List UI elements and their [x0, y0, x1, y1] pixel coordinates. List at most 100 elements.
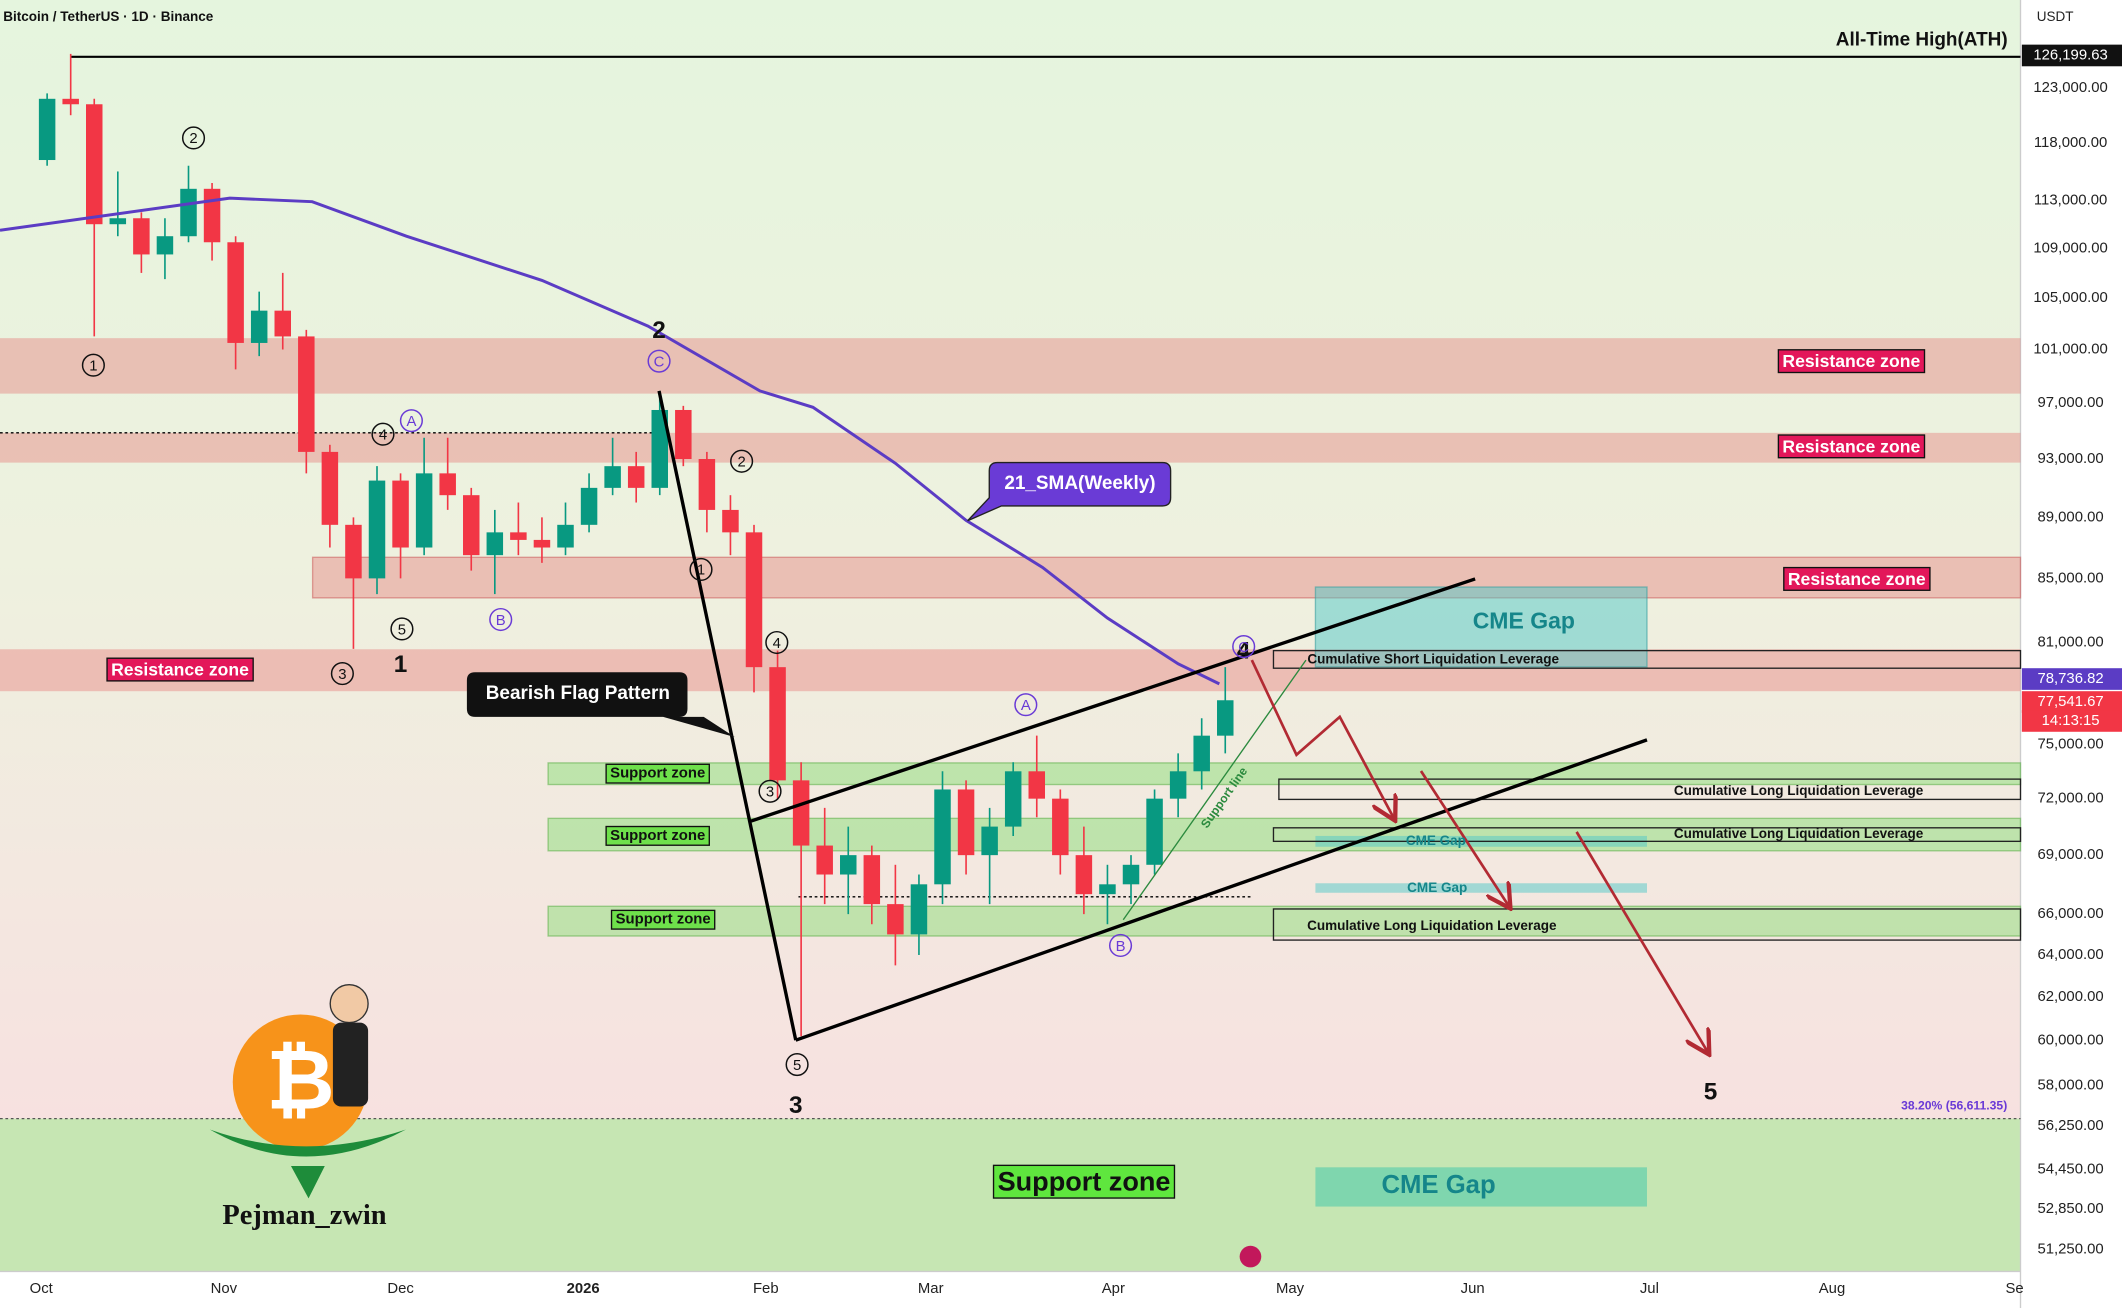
candle-body	[486, 532, 504, 556]
y-tick-label: 93,000.00	[2037, 451, 2103, 467]
wave-circle	[399, 409, 423, 433]
countdown-box	[2021, 710, 2122, 732]
candle-body	[1122, 864, 1140, 885]
candle-body	[463, 495, 480, 556]
candles	[0, 53, 1234, 1037]
liquidation-box	[1272, 908, 2022, 941]
x-tick-label: Apr	[1102, 1281, 1125, 1297]
support-label-box	[610, 909, 716, 930]
ath-price: 126,199.63	[2033, 47, 2107, 63]
liq-label: Cumulative Long Liquidation Leverage	[1674, 783, 1924, 798]
wave-circle-label: 1	[89, 359, 97, 375]
x-tick-label: Mar	[918, 1281, 944, 1297]
wave-circle-label: 5	[398, 622, 406, 638]
cme-gap-box	[1315, 883, 1647, 893]
projection-arrow	[1575, 831, 1708, 1052]
candle-body	[1217, 700, 1234, 736]
plot-bg	[0, 0, 2021, 1119]
candle-body	[38, 98, 56, 161]
x-tick-label: Jul	[1640, 1281, 1659, 1297]
liquidation-box	[1278, 778, 2022, 801]
wave-circle	[765, 630, 789, 655]
candle-body	[722, 509, 739, 533]
cme-label: CME Gap	[1407, 880, 1467, 895]
y-tick-label: 109,000.00	[2033, 240, 2107, 256]
candle-body	[816, 845, 833, 875]
resistance-label: Resistance zone	[111, 660, 249, 680]
resistance-label: Resistance zone	[1782, 351, 1920, 371]
resistance-label: Resistance zone	[1788, 569, 1926, 589]
wave-circle-label: C	[1238, 640, 1249, 656]
support-label: Support zone	[610, 828, 705, 844]
candle-body	[1169, 771, 1187, 799]
candle-body	[109, 218, 127, 225]
resistance-label: Resistance zone	[1782, 436, 1920, 456]
cme-label: CME Gap	[1473, 607, 1575, 633]
candle-body	[792, 780, 810, 846]
wave-circle	[689, 557, 713, 582]
support-label-box	[605, 825, 710, 846]
liq-label: Cumulative Long Liquidation Leverage	[1674, 826, 1924, 841]
cme-label: CME Gap	[1381, 1171, 1495, 1199]
time-axis-bg	[0, 1271, 2122, 1308]
channel-line	[750, 577, 1476, 823]
wave-label: 4	[1237, 637, 1251, 664]
x-tick-label: Nov	[211, 1281, 238, 1297]
wave-circle-label: B	[1116, 939, 1126, 955]
price-axis-bg	[2020, 0, 2122, 1308]
cme-gap-box	[1314, 586, 1648, 668]
resistance-band	[0, 649, 2021, 692]
wave-circle	[730, 449, 754, 473]
y-tick-label: 66,000.00	[2037, 906, 2103, 922]
candle-body	[298, 336, 315, 452]
y-tick-label: 75,000.00	[2037, 736, 2103, 752]
y-tick-label: 51,250.00	[2037, 1242, 2103, 1258]
y-tick-label: 52,850.00	[2037, 1201, 2103, 1217]
x-tick-label: May	[1276, 1281, 1305, 1297]
candle-body	[1146, 798, 1163, 865]
projection-arrow	[1419, 770, 1509, 906]
y-tick-label: 123,000.00	[2033, 80, 2107, 96]
candle-body	[533, 539, 551, 548]
wave-circle	[330, 662, 354, 686]
last-price: 77,541.67	[2037, 694, 2103, 710]
y-tick-label: 105,000.00	[2033, 290, 2107, 306]
wave-circle	[371, 422, 395, 446]
y-tick-label: 58,000.00	[2037, 1078, 2103, 1094]
wave-label: 3	[789, 1092, 803, 1119]
candle-body	[415, 473, 433, 548]
candle-body	[321, 451, 339, 525]
projection-arrow	[1250, 659, 1394, 818]
chart-title: Bitcoin / TetherUS · 1D · Binance	[3, 9, 214, 24]
wave-circle-label: B	[496, 613, 506, 629]
candle-body	[1193, 735, 1210, 772]
candle-body	[1028, 771, 1046, 799]
liq-label: Cumulative Short Liquidation Leverage	[1307, 652, 1559, 667]
candle-body	[368, 480, 386, 579]
x-tick-label: Feb	[753, 1281, 779, 1297]
candle-body	[156, 236, 174, 255]
candle-body	[887, 904, 904, 935]
wave-circle	[489, 607, 513, 632]
wave-circle	[758, 779, 782, 803]
y-tick-label: 81,000.00	[2037, 634, 2103, 650]
candle-body	[1075, 855, 1093, 895]
candle-body	[745, 532, 763, 668]
y-tick-label: 85,000.00	[2037, 570, 2103, 586]
support-line	[1122, 659, 1307, 921]
labels: 123,000.00 118,000.00 113,000.00 109,000.00…	[3, 9, 2122, 1297]
wave-circle	[785, 1052, 809, 1077]
resistance-band	[0, 338, 2021, 394]
wave-circle-label: 2	[189, 131, 197, 147]
callout-text: Bearish Flag Pattern	[486, 683, 670, 704]
wave-circle-label: A	[1021, 698, 1031, 714]
support-band	[547, 905, 2022, 937]
y-tick-label: 54,450.00	[2037, 1161, 2103, 1177]
wave-circle-label: 2	[737, 455, 745, 471]
wave-circle	[1014, 693, 1038, 717]
event-icon	[1239, 1245, 1262, 1268]
wave-circle-label: 4	[773, 636, 781, 652]
x-tick-label: Dec	[387, 1281, 414, 1297]
support-label: Support zone	[610, 766, 705, 782]
